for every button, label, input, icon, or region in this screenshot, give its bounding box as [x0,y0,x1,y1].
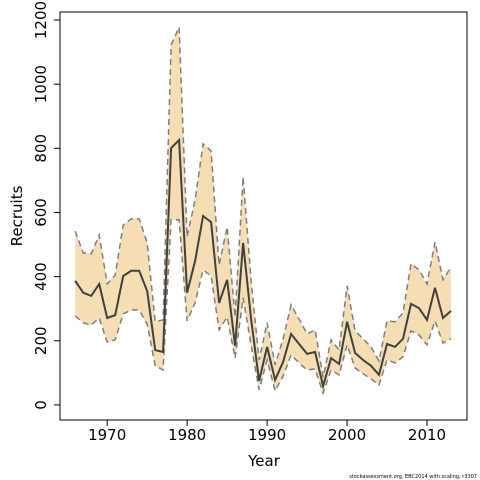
y-tick-label: 1200 [32,1,50,39]
y-tick-label: 1000 [32,65,50,103]
y-tick-label: 800 [32,134,50,163]
confidence-band [75,27,451,394]
y-axis-label: Recruits [8,185,26,246]
x-tick-label: 1980 [168,426,206,444]
band-edge [74,26,452,378]
series-line [74,137,452,390]
y-tick-label: 400 [32,262,50,291]
plot-frame [59,11,468,421]
footnote: stockassessment.org, EBC2014 with scalin… [349,474,477,480]
x-axis-label: Year [247,452,281,470]
y-tick-label: 600 [32,198,50,227]
y-tick-label: 200 [32,326,50,355]
x-tick-label: 1990 [248,426,286,444]
band-edge [74,219,452,396]
x-tick-label: 2010 [408,426,446,444]
x-tick-label: 1970 [88,426,126,444]
y-tick-label: 0 [32,400,50,410]
x-tick-label: 2000 [328,426,366,444]
